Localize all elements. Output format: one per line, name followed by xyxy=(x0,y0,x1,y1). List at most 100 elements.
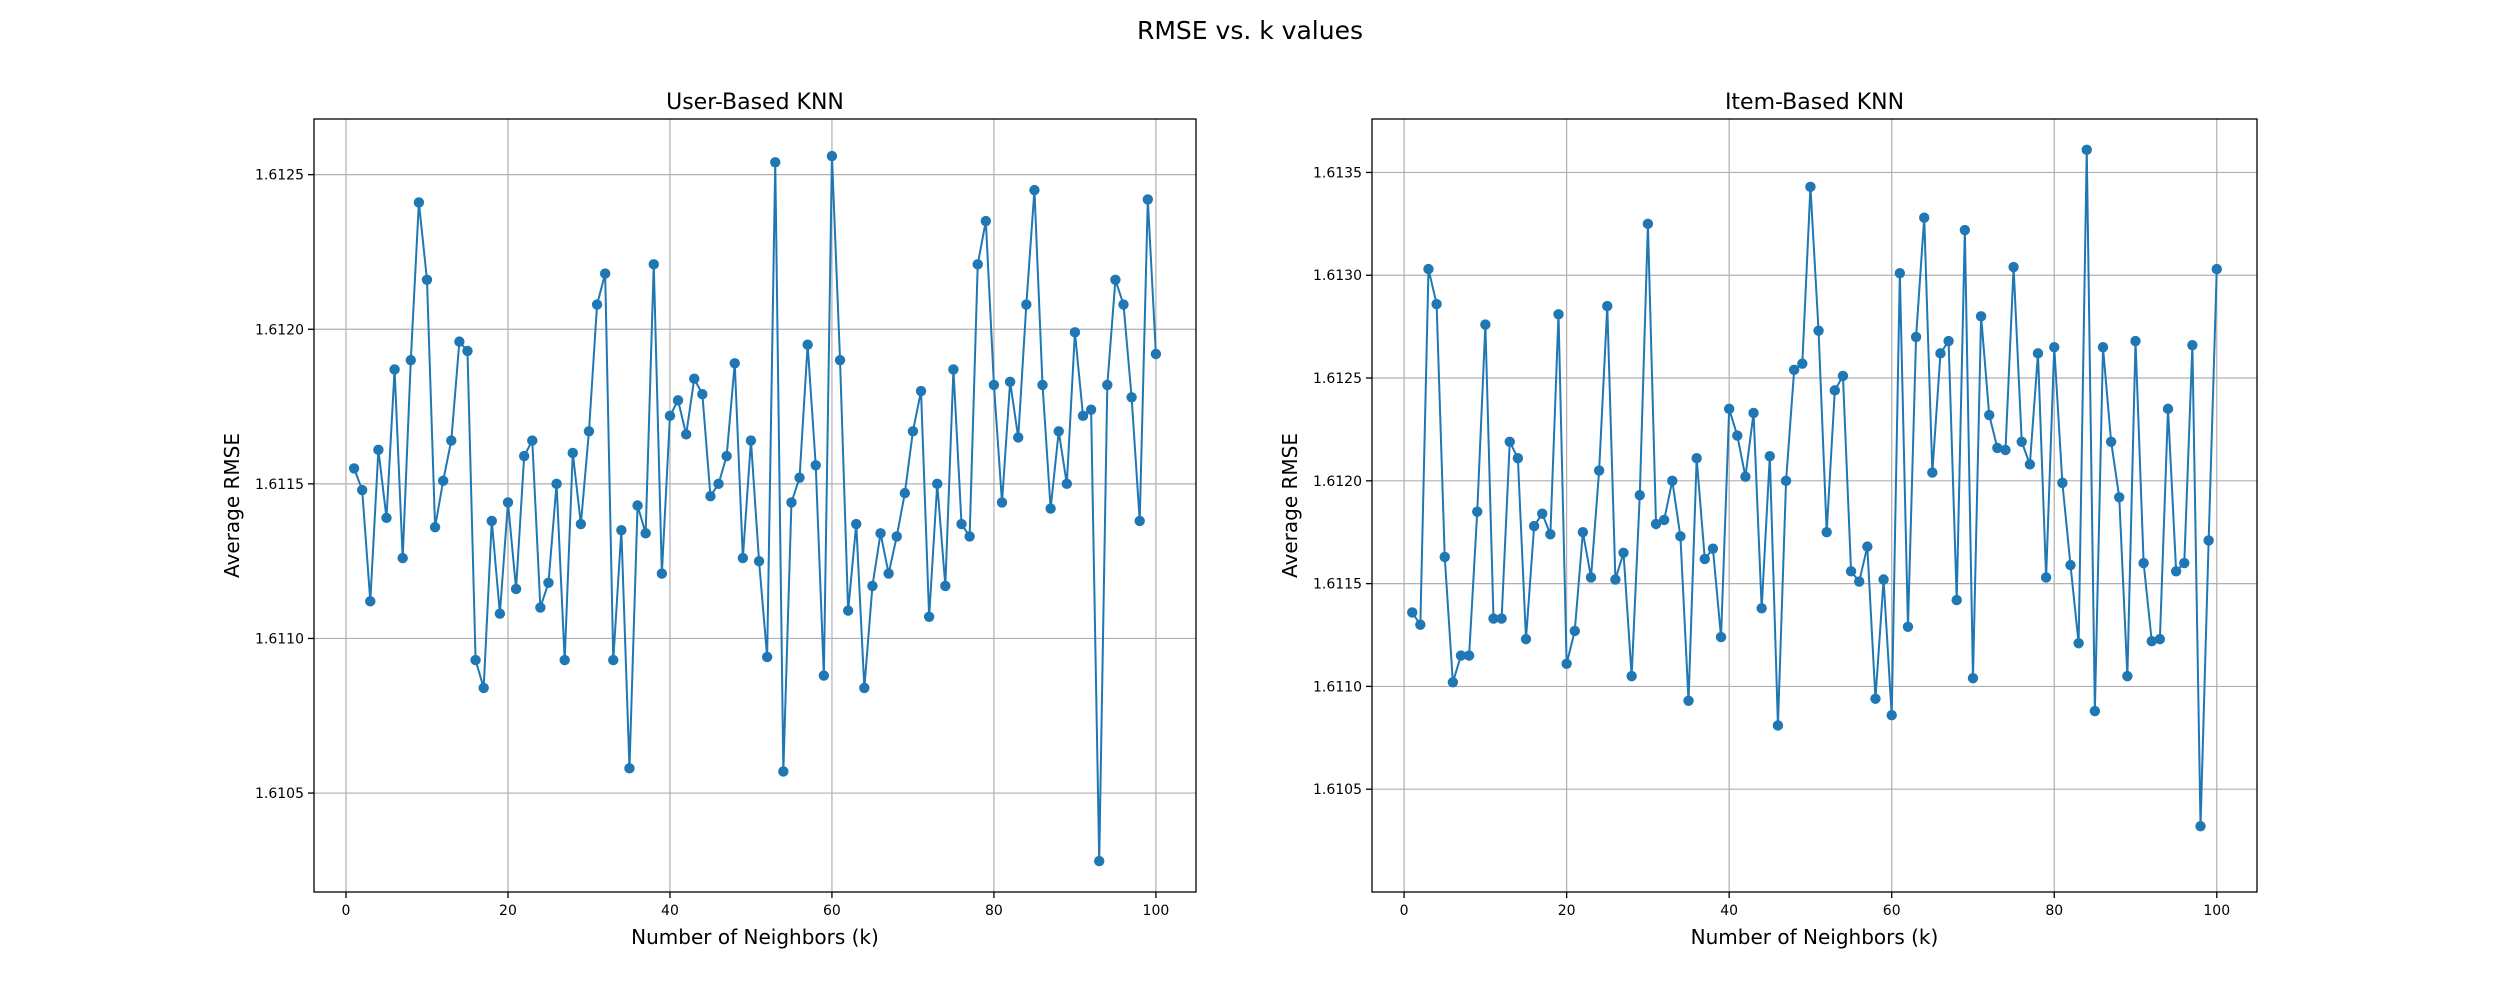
item-based-x-tick-label: 60 xyxy=(1883,903,1901,919)
item-based-data-point xyxy=(1992,442,2003,454)
user-based-data-point xyxy=(591,299,603,310)
item-based-data-point xyxy=(1723,403,1735,415)
user-based-data-point xyxy=(527,435,538,446)
user-based-data-point xyxy=(996,497,1008,508)
user-based-data-point xyxy=(1004,376,1016,388)
user-based-data-point xyxy=(664,410,676,422)
user-based-data-point xyxy=(1069,327,1081,338)
user-based-data-point xyxy=(470,654,481,666)
item-based-data-point xyxy=(1821,527,1832,538)
item-based-x-tick-label: 20 xyxy=(1558,903,1576,919)
item-based-data-point xyxy=(2195,821,2206,832)
item-based-y-axis-label: Average RMSE xyxy=(1278,433,1302,578)
item-based-data-point xyxy=(1927,467,1938,478)
user-based-x-axis-label: Number of Neighbors (k) xyxy=(631,925,879,949)
user-based-data-point xyxy=(1085,404,1097,415)
item-based-data-point xyxy=(1780,475,1792,487)
user-based-data-point xyxy=(454,336,465,347)
user-based-data-point xyxy=(842,605,854,616)
user-based-data-point xyxy=(1077,410,1089,422)
item-based-data-point xyxy=(2065,559,2076,571)
item-based-data-point xyxy=(2105,436,2117,447)
item-based-data-point xyxy=(1520,633,1532,645)
user-based-data-point xyxy=(348,463,360,474)
item-based-data-point xyxy=(2097,341,2109,353)
user-based-data-point xyxy=(373,444,384,456)
item-based-data-point xyxy=(2024,459,2036,470)
item-based-data-point xyxy=(1715,631,1727,643)
item-based-x-tick-label: 0 xyxy=(1400,903,1409,919)
user-based-data-point xyxy=(1094,855,1105,867)
item-based-data-point xyxy=(1455,650,1467,661)
item-based-data-point xyxy=(1837,370,1849,382)
user-based-data-point xyxy=(875,528,886,539)
item-based-data-point xyxy=(2000,444,2011,456)
item-based-x-tick-label: 80 xyxy=(2045,903,2063,919)
item-based-data-point xyxy=(1756,603,1767,614)
user-based-x-tick-label: 0 xyxy=(342,903,351,919)
user-based-data-point xyxy=(510,583,522,595)
item-based-data-point xyxy=(2203,535,2214,546)
user-based-data-point xyxy=(608,654,619,666)
item-based-data-point xyxy=(2154,633,2166,645)
user-based-data-point xyxy=(543,577,554,588)
item-based-data-point xyxy=(1813,325,1824,336)
item-based-data-point xyxy=(2008,261,2019,273)
item-based-y-tick-label: 1.6105 xyxy=(1313,782,1362,798)
user-based-data-point xyxy=(729,358,740,369)
item-based-data-point xyxy=(1829,385,1841,396)
user-based-data-point xyxy=(737,552,749,564)
user-based-data-point xyxy=(599,268,611,279)
user-based-y-axis-label: Average RMSE xyxy=(220,433,244,578)
item-based-data-point xyxy=(2081,144,2092,156)
user-based-data-point xyxy=(940,580,951,592)
user-based-data-point xyxy=(656,568,668,579)
user-based-data-point xyxy=(486,515,497,527)
user-based-data-point xyxy=(478,682,489,694)
user-based-data-point xyxy=(761,651,773,663)
user-based-data-point xyxy=(389,364,400,375)
item-based-data-point xyxy=(1910,331,1922,343)
item-based-data-point xyxy=(1748,407,1759,419)
user-based-data-point xyxy=(923,611,935,623)
item-based-data-point xyxy=(1488,613,1499,624)
item-based-data-point xyxy=(1675,531,1686,542)
item-based-data-point xyxy=(2130,335,2141,347)
user-based-data-point xyxy=(932,478,943,490)
user-based-data-point xyxy=(680,429,692,440)
item-based-data-point xyxy=(1951,594,1962,606)
item-based-data-point xyxy=(1545,529,1556,540)
user-based-data-point xyxy=(948,364,959,375)
user-based-data-point xyxy=(721,450,732,462)
item-based-data-point xyxy=(1407,607,1418,618)
user-based-data-point xyxy=(583,426,595,437)
user-based-data-point xyxy=(883,568,894,579)
item-based-data-point xyxy=(1585,572,1597,583)
user-based-data-point xyxy=(705,491,716,502)
item-based-data-point xyxy=(2016,436,2027,447)
item-based-data-point xyxy=(1919,212,1930,223)
user-based-data-point xyxy=(899,487,911,499)
item-based-data-point xyxy=(2179,557,2190,569)
user-based-data-point xyxy=(462,345,473,357)
user-based-data-point xyxy=(794,472,805,483)
item-based-data-point xyxy=(2057,477,2068,489)
item-based-data-point xyxy=(2146,635,2157,647)
user-based-x-tick-label: 20 xyxy=(499,903,517,919)
user-based-data-point xyxy=(697,388,708,400)
item-based-data-point xyxy=(1577,527,1589,538)
user-based-data-point xyxy=(648,259,659,270)
item-based-data-point xyxy=(1667,475,1678,487)
user-based-data-point xyxy=(672,395,684,406)
item-based-data-point xyxy=(1740,471,1751,482)
item-based-data-point xyxy=(1610,574,1621,585)
user-based-x-tick-label: 60 xyxy=(823,903,841,919)
user-based-data-point xyxy=(851,518,862,530)
item-based-data-point xyxy=(1797,358,1808,369)
user-based-data-point xyxy=(405,354,416,366)
item-based-data-point xyxy=(1683,695,1694,707)
user-based-y-tick-label: 1.6110 xyxy=(255,631,304,647)
user-based-data-point xyxy=(770,157,781,168)
user-based-data-point xyxy=(381,512,392,524)
user-based-data-point xyxy=(980,215,992,227)
